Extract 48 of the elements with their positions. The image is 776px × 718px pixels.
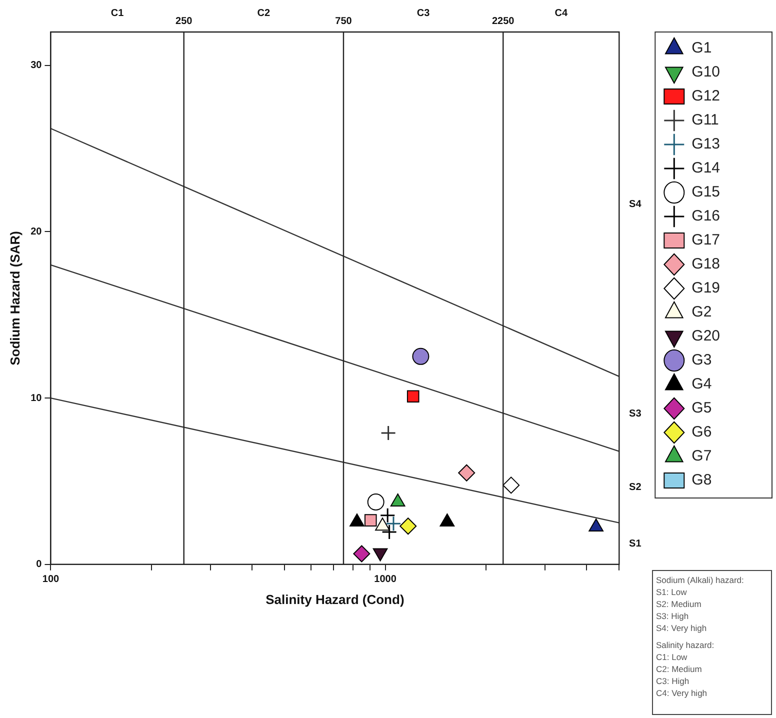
- legend-label: G4: [692, 376, 712, 393]
- ref-line-label: 750: [335, 16, 352, 27]
- text: C1: [110, 8, 124, 19]
- legend-label: G1: [692, 40, 712, 57]
- x-axis-title: Salinity Hazard (Cond): [266, 592, 404, 607]
- text: C4: [554, 8, 568, 19]
- legend-label: G8: [692, 472, 712, 489]
- text: C1: Low: [656, 651, 688, 663]
- text: S4: Very high: [656, 622, 708, 634]
- ref-line-label: 250: [176, 16, 193, 27]
- legend-label: G3: [692, 352, 712, 369]
- legend-label: G15: [692, 184, 720, 201]
- ref-line-label: 2250: [492, 16, 515, 27]
- y-tick-label: 30: [30, 60, 42, 72]
- legend-label: G19: [692, 280, 720, 297]
- text: Sodium (Alkali) hazard:: [656, 574, 745, 586]
- legend-label: G2: [692, 304, 712, 321]
- x-tick-label: 1000: [374, 574, 397, 586]
- text: C3: High: [656, 675, 690, 687]
- legend-label: G5: [692, 400, 712, 417]
- legend-label: G18: [692, 256, 720, 273]
- text: S4: [629, 198, 642, 210]
- x-tick-label: 100: [42, 574, 60, 586]
- legend-label: G17: [692, 232, 720, 249]
- text: S2: [629, 482, 642, 493]
- legend-label: G10: [692, 64, 720, 81]
- text: S3: [629, 408, 642, 420]
- y-tick-label: 10: [30, 392, 42, 404]
- y-tick-label: 0: [36, 559, 42, 570]
- text: C2: Medium: [656, 663, 703, 675]
- text: C4: Very high: [656, 687, 708, 699]
- y-tick-label: 20: [30, 226, 42, 238]
- text: C2: [257, 8, 270, 19]
- legend-label: G13: [692, 136, 720, 153]
- legend-label: G20: [692, 328, 720, 345]
- text: S3: High: [656, 610, 690, 622]
- text: C3: [416, 8, 430, 19]
- text: S1: Low: [656, 586, 688, 598]
- legend-label: G6: [692, 424, 712, 441]
- legend-label: G12: [692, 88, 720, 105]
- text: S1: [629, 538, 642, 550]
- legend-label: G11: [692, 112, 719, 129]
- legend-label: G7: [692, 448, 712, 465]
- legend-label: G14: [692, 160, 720, 177]
- y-axis-title: Sodium Hazard (SAR): [7, 231, 22, 366]
- legend-label: G16: [692, 208, 720, 225]
- text: S2: Medium: [656, 598, 702, 610]
- text: Salinity hazard:: [656, 639, 716, 651]
